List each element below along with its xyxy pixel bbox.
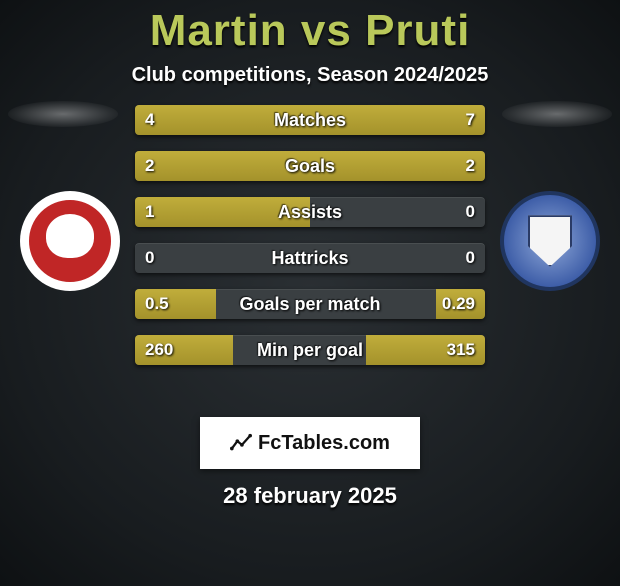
stat-row: 0Hattricks0 xyxy=(135,243,485,273)
subtitle: Club competitions, Season 2024/2025 xyxy=(0,64,620,87)
stat-label: Goals xyxy=(135,151,485,181)
stat-right-value: 7 xyxy=(466,105,475,135)
shadow-right xyxy=(502,101,612,127)
stat-label: Matches xyxy=(135,105,485,135)
stat-label: Goals per match xyxy=(135,289,485,319)
stat-right-value: 0 xyxy=(466,197,475,227)
stat-right-value: 2 xyxy=(466,151,475,181)
watermark: FcTables.com xyxy=(200,417,420,469)
stat-label: Assists xyxy=(135,197,485,227)
stat-label: Hattricks xyxy=(135,243,485,273)
team-left-crest xyxy=(20,191,120,291)
stat-row: 0.5Goals per match0.29 xyxy=(135,289,485,319)
date-label: 28 february 2025 xyxy=(0,483,620,509)
watermark-text: FcTables.com xyxy=(258,432,390,455)
stat-right-value: 0 xyxy=(466,243,475,273)
team-right-crest xyxy=(500,191,600,291)
stat-right-value: 0.29 xyxy=(442,289,475,319)
stat-row: 4Matches7 xyxy=(135,105,485,135)
shadow-left xyxy=(8,101,118,127)
stat-bars: 4Matches72Goals21Assists00Hattricks00.5G… xyxy=(135,105,485,381)
comparison-arena: 4Matches72Goals21Assists00Hattricks00.5G… xyxy=(0,111,620,391)
stat-row: 260Min per goal315 xyxy=(135,335,485,365)
stat-row: 2Goals2 xyxy=(135,151,485,181)
chart-icon xyxy=(230,432,252,454)
stat-label: Min per goal xyxy=(135,335,485,365)
stat-row: 1Assists0 xyxy=(135,197,485,227)
stat-right-value: 315 xyxy=(447,335,475,365)
page-title: Martin vs Pruti xyxy=(0,6,620,56)
